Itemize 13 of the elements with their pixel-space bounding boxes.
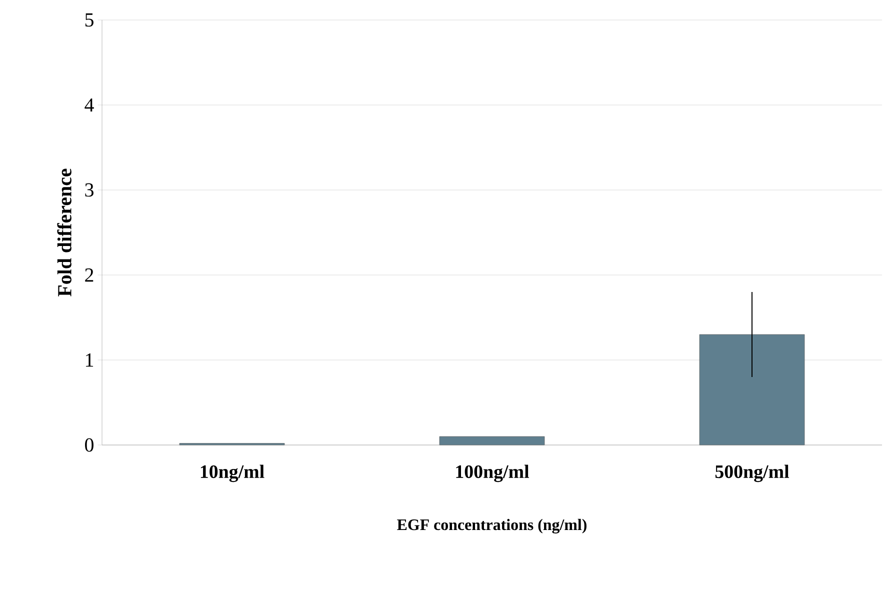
bar	[699, 334, 805, 446]
y-tick-label: 0	[85, 438, 94, 452]
y-tick-label: 5	[85, 13, 94, 27]
y-tick-label: 1	[86, 353, 94, 367]
y-tick-label: 2	[85, 268, 94, 282]
x-tick-label: 100ng/ml	[456, 464, 530, 482]
x-tick-label: 10ng/ml	[200, 464, 264, 482]
y-tick-label: 4	[84, 98, 94, 112]
bar	[439, 436, 545, 446]
x-tick-label: 500ng/ml	[715, 464, 790, 482]
y-tick-label: 3	[85, 183, 94, 197]
y-axis-title: Fold difference	[57, 168, 72, 296]
x-axis-title: EGF concentrations (ng/ml)	[397, 518, 586, 534]
